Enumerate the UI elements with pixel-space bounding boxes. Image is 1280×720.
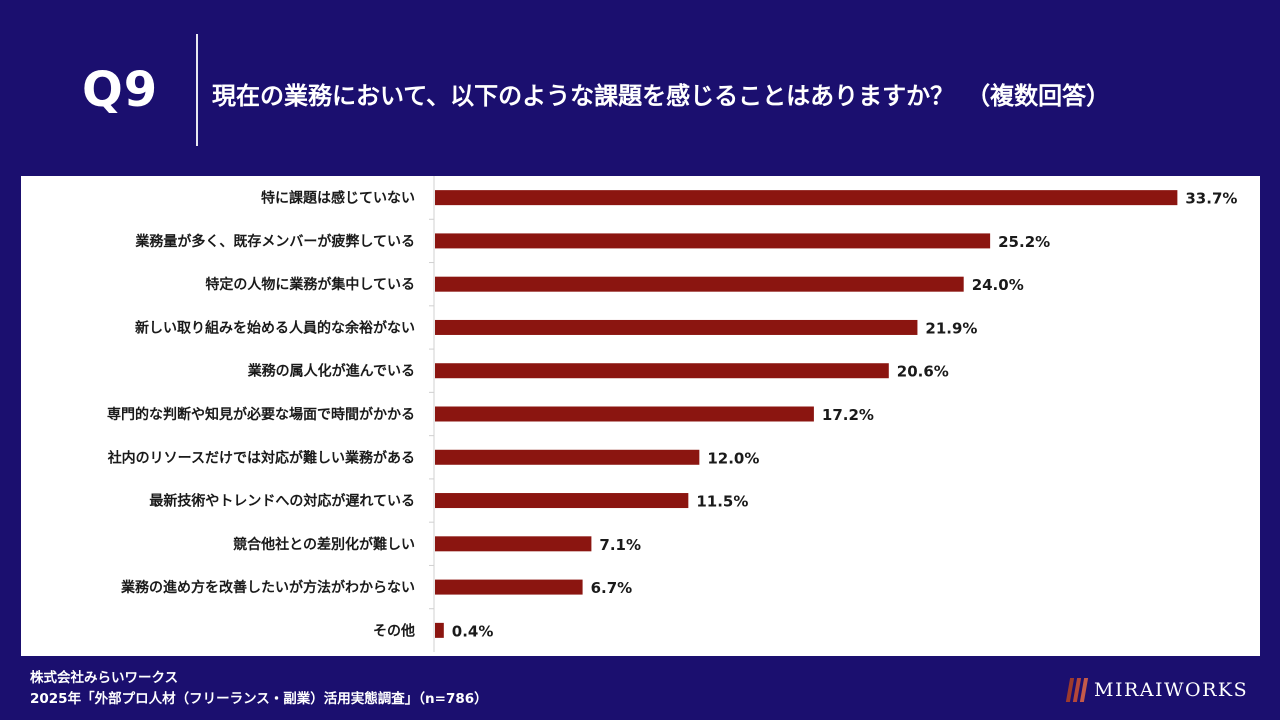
value-label: 33.7%	[1185, 190, 1237, 208]
footer-company: 株式会社みらいワークス	[30, 670, 179, 686]
value-label: 25.2%	[998, 233, 1050, 251]
mirai-works-logo: MIRAIWORKS	[1065, 676, 1249, 704]
bar-chart: 特に課題は感じていない 33.7% 業務量が多く、既存メンバーが疲弊している 25.2…	[107, 176, 1237, 652]
question-number: Q9	[82, 62, 159, 118]
bar	[435, 319, 918, 335]
footer: 株式会社みらいワークス 2025年「外部プロ人材（フリーランス・副業）活用実態調…	[30, 668, 488, 710]
value-label: 21.9%	[925, 319, 977, 337]
category-label: 最新技術やトレンドへの対応が遅れている	[149, 493, 415, 510]
bar	[435, 449, 700, 465]
value-label: 0.4%	[452, 622, 494, 640]
logo-text: MIRAIWORKS	[1094, 679, 1249, 701]
category-label: 専門的な判断や知見が必要な場面で時間がかかる	[107, 406, 415, 423]
category-label: 業務の進め方を改善したいが方法がわからない	[120, 579, 415, 596]
footer-survey: 2025年「外部プロ人材（フリーランス・副業）活用実態調査」（n=786）	[30, 691, 488, 707]
bar	[435, 276, 964, 292]
bar	[435, 622, 444, 638]
bar	[435, 190, 1178, 206]
bar	[435, 233, 991, 249]
category-label: 業務の属人化が進んでいる	[247, 363, 415, 380]
logo-mark-icon	[1065, 678, 1089, 702]
category-label: その他	[373, 622, 415, 639]
bar	[435, 363, 889, 379]
bar	[435, 406, 814, 422]
category-label: 社内のリソースだけでは対応が難しい業務がある	[107, 449, 415, 466]
bar	[435, 536, 592, 552]
question-title: 現在の業務において、以下のような課題を感じることはありますか？ （複数回答）	[212, 82, 1111, 110]
bar	[435, 493, 689, 509]
category-label: 特定の人物に業務が集中している	[205, 276, 415, 293]
value-label: 17.2%	[822, 406, 874, 424]
value-label: 7.1%	[599, 536, 641, 554]
value-label: 12.0%	[707, 449, 759, 467]
value-label: 20.6%	[897, 363, 949, 381]
value-label: 24.0%	[972, 276, 1024, 294]
value-label: 6.7%	[591, 579, 633, 597]
header-divider	[196, 34, 198, 146]
category-label: 業務量が多く、既存メンバーが疲弊している	[134, 233, 415, 250]
category-label: 新しい取り組みを始める人員的な余裕がない	[135, 319, 415, 336]
category-label: 特に課題は感じていない	[261, 190, 415, 207]
value-label: 11.5%	[696, 493, 748, 511]
chart-panel: 特に課題は感じていない 33.7% 業務量が多く、既存メンバーが疲弊している 25.2…	[21, 176, 1260, 656]
category-label: 競合他社との差別化が難しい	[233, 536, 415, 553]
bar	[435, 579, 583, 595]
